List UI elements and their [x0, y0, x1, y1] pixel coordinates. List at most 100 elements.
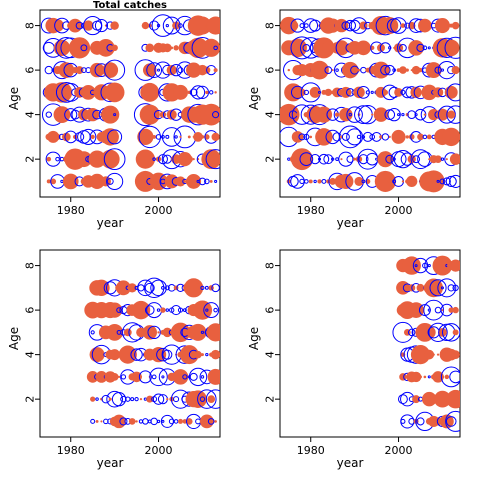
bubble-positive — [446, 389, 460, 409]
bubble-positive — [100, 176, 111, 187]
bubble-negative — [116, 307, 122, 313]
bubble-positive — [451, 350, 460, 359]
bubble-positive — [333, 40, 350, 56]
bubble-negative — [80, 128, 97, 145]
bubble-negative — [95, 397, 99, 401]
bubble-negative — [449, 370, 460, 384]
bubble-negative — [174, 135, 178, 139]
bubble-positive — [62, 173, 79, 190]
bubble-negative — [107, 129, 123, 145]
bubble-negative — [400, 418, 406, 424]
bubble-positive — [340, 158, 343, 161]
bubble-negative — [442, 177, 451, 186]
bubble-positive — [148, 87, 160, 98]
bubble-positive — [110, 21, 119, 30]
bubble-positive — [209, 179, 213, 183]
bubble-negative — [446, 83, 460, 102]
bubble-positive — [309, 135, 313, 139]
bubble-positive — [47, 130, 60, 143]
bubble-positive — [444, 374, 450, 380]
bubble-positive — [173, 45, 179, 51]
bubble-positive — [434, 18, 450, 34]
bubble-negative — [90, 418, 96, 424]
bubble-positive — [400, 23, 406, 28]
bubble-positive — [110, 373, 119, 381]
bubble-negative — [200, 285, 205, 290]
bubble-negative — [106, 172, 124, 191]
x-tick-label: 1980 — [57, 204, 85, 217]
bubble-positive — [373, 107, 389, 122]
y-tick-label: 4 — [264, 351, 277, 358]
bubble-positive — [442, 127, 460, 147]
bubble-negative — [346, 106, 363, 123]
bubble-positive — [115, 280, 131, 296]
bubble-negative — [444, 36, 460, 59]
bubble-positive — [112, 414, 126, 429]
bubble-negative — [331, 157, 335, 161]
bubble-negative — [173, 396, 180, 403]
bubble-negative — [400, 414, 415, 429]
bubble-negative — [399, 43, 407, 52]
bubble-positive — [322, 41, 335, 55]
x-axis-title: year — [97, 456, 124, 470]
y-tick-label: 6 — [24, 307, 37, 314]
bubble-negative — [318, 90, 322, 94]
bubble-positive — [172, 84, 188, 100]
bubble-negative — [445, 416, 457, 427]
bubble-negative — [147, 325, 161, 340]
bubble-negative — [125, 396, 131, 402]
bubble-positive — [449, 153, 460, 165]
bubble-positive — [452, 306, 459, 314]
bubble-negative — [358, 154, 369, 165]
bubble-positive — [90, 396, 96, 402]
bubble-positive — [424, 278, 444, 298]
bubble-positive — [118, 345, 137, 364]
x-tick-label: 2000 — [145, 204, 173, 217]
bubble-negative — [414, 264, 418, 268]
bubble-negative — [200, 330, 205, 334]
bubble-positive — [102, 62, 119, 78]
bubble-negative — [298, 133, 306, 141]
bubble-negative — [427, 308, 431, 312]
bubble-positive — [104, 82, 125, 103]
bubble-negative — [375, 157, 379, 161]
bubble-positive — [421, 84, 438, 101]
bubble-positive — [182, 90, 187, 95]
y-axis-title: Age — [7, 327, 21, 350]
bubble-negative — [205, 308, 209, 312]
bubble-negative — [388, 46, 392, 50]
bubble-positive — [162, 43, 172, 53]
bubble-positive — [139, 375, 143, 378]
plot-frame — [39, 249, 221, 438]
bubble-negative — [299, 152, 314, 167]
bubble-negative — [90, 330, 95, 335]
chart-title: Total catches — [93, 0, 167, 11]
bubble-positive — [432, 353, 435, 356]
bubble-layer — [84, 277, 220, 430]
bubble-positive — [317, 179, 322, 184]
bubble-positive — [422, 170, 445, 193]
bubble-positive — [410, 86, 422, 99]
bubble-negative — [354, 105, 373, 124]
bubble-negative — [134, 397, 139, 402]
bubble-positive — [186, 62, 202, 78]
bubble-negative — [200, 375, 205, 379]
bubble-negative — [137, 284, 145, 292]
y-tick-label: 8 — [264, 262, 277, 269]
bubble-negative — [106, 177, 114, 185]
y-axis-title: Age — [247, 87, 261, 110]
bubble-negative — [177, 307, 184, 313]
bubble-positive — [287, 68, 290, 72]
bubble-negative — [397, 394, 408, 405]
bubble-positive — [308, 179, 313, 184]
bubble-negative — [207, 418, 215, 425]
bubble-layer — [392, 255, 460, 432]
bubble-positive — [339, 107, 353, 122]
bubble-positive — [451, 21, 460, 30]
bubble-positive — [410, 371, 422, 383]
bubble-positive — [106, 323, 124, 341]
bubble-positive — [411, 65, 421, 75]
bubble-negative — [45, 111, 52, 118]
bubble-negative — [164, 285, 170, 291]
bubble-negative — [137, 279, 154, 297]
